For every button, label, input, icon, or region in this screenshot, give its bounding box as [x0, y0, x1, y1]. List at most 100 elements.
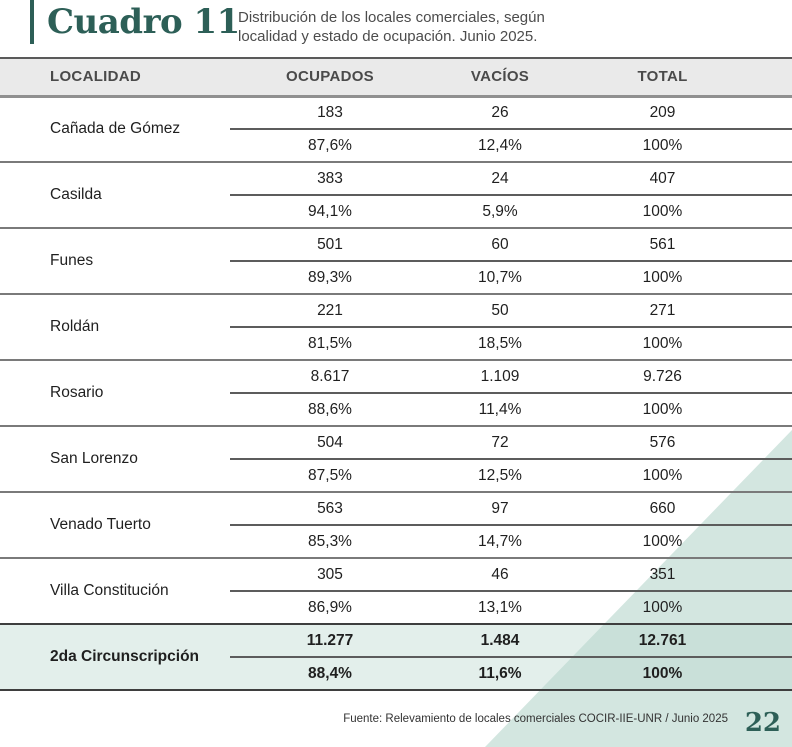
table-row-percentages: 86,9% 13,1% 100%: [0, 591, 792, 624]
spacer-cell: [755, 293, 792, 328]
locality-cell: Rosario: [0, 359, 230, 426]
table-row-percentages: 87,6% 12,4% 100%: [0, 129, 792, 162]
vacios-pct: 14,7%: [478, 532, 522, 550]
table-row-values: Rosario 8.617 1.109 9.726: [0, 359, 792, 426]
vacios-value: 26: [430, 95, 570, 130]
header-localidad: LOCALIDAD: [0, 57, 230, 98]
total-pct: 100%: [642, 268, 683, 286]
vacios-pct: 5,9%: [482, 202, 518, 220]
vacios-value: 1.109: [430, 359, 570, 394]
spacer-cell: [755, 459, 792, 492]
spacer-cell: [755, 195, 792, 228]
spacer-cell: [755, 327, 792, 360]
locality-cell: Villa Constitución: [0, 557, 230, 624]
vacios-pct: 12,5%: [478, 466, 522, 484]
locality-cell: Roldán: [0, 293, 230, 360]
vacios-value: 46: [430, 557, 570, 592]
spacer-cell: [755, 557, 792, 592]
spacer-cell: [755, 359, 792, 394]
locality-cell: 2da Circunscripción: [0, 623, 230, 691]
header-total: TOTAL: [570, 57, 755, 98]
ocupados-value: 8.617: [230, 359, 430, 394]
spacer-cell: [755, 591, 792, 624]
vacios-value: 1.484: [430, 623, 570, 658]
title-accent-bar: [30, 0, 34, 44]
ocupados-pct: 85,3%: [308, 532, 352, 550]
spacer-cell: [755, 261, 792, 294]
vacios-value: 24: [430, 161, 570, 196]
total-value: 660: [570, 491, 755, 526]
table-header-row: LOCALIDAD OCUPADOS VACÍOS TOTAL: [0, 57, 792, 98]
total-value: 561: [570, 227, 755, 262]
spacer-cell: [755, 657, 792, 691]
vacios-pct: 12,4%: [478, 136, 522, 154]
total-pct: 100%: [642, 334, 683, 352]
total-value: 407: [570, 161, 755, 196]
locality-cell: Cañada de Gómez: [0, 95, 230, 162]
locality-cell: Casilda: [0, 161, 230, 228]
ocupados-pct: 86,9%: [308, 598, 352, 616]
vacios-value: 50: [430, 293, 570, 328]
ocupados-pct: 88,4%: [230, 657, 430, 691]
locality-cell: San Lorenzo: [0, 425, 230, 492]
table-row-percentages: 94,1% 5,9% 100%: [0, 195, 792, 228]
spacer-cell: [755, 95, 792, 130]
ocupados-value: 183: [230, 95, 430, 130]
ocupados-pct: 89,3%: [308, 268, 352, 286]
table-caption: Distribución de los locales comerciales,…: [238, 8, 545, 46]
vacios-value: 97: [430, 491, 570, 526]
table-row-values: San Lorenzo 504 72 576: [0, 425, 792, 492]
total-pct: 100%: [642, 400, 683, 418]
total-value: 351: [570, 557, 755, 592]
vacios-value: 72: [430, 425, 570, 460]
ocupados-value: 383: [230, 161, 430, 196]
spacer-cell: [755, 161, 792, 196]
table-row-values: Funes 501 60 561: [0, 227, 792, 294]
locality-cell: Venado Tuerto: [0, 491, 230, 558]
ocupados-pct: 81,5%: [308, 334, 352, 352]
spacer-cell: [755, 525, 792, 558]
header-vacios: VACÍOS: [430, 57, 570, 98]
ocupados-pct: 88,6%: [308, 400, 352, 418]
table-row-values: Roldán 221 50 271: [0, 293, 792, 360]
total-pct: 100%: [642, 202, 683, 220]
spacer-cell: [755, 227, 792, 262]
page-title: Cuadro 11: [47, 2, 240, 42]
total-value: 576: [570, 425, 755, 460]
table-row-percentages: 87,5% 12,5% 100%: [0, 459, 792, 492]
table-row-percentages: 89,3% 10,7% 100%: [0, 261, 792, 294]
vacios-pct: 11,4%: [478, 400, 522, 418]
total-value: 12.761: [570, 623, 755, 658]
table-row-values: Venado Tuerto 563 97 660: [0, 491, 792, 558]
ocupados-value: 501: [230, 227, 430, 262]
header-spacer: [755, 57, 792, 98]
locality-cell: Funes: [0, 227, 230, 294]
page-number: 22: [744, 708, 781, 738]
total-value: 209: [570, 95, 755, 130]
table-row-percentages: 88,6% 11,4% 100%: [0, 393, 792, 426]
vacios-pct: 13,1%: [478, 598, 522, 616]
header-ocupados: OCUPADOS: [230, 57, 430, 98]
table-row-percentages: 88,4% 11,6% 100%: [0, 657, 792, 691]
ocupados-value: 11.277: [230, 623, 430, 658]
table-row-percentages: 81,5% 18,5% 100%: [0, 327, 792, 360]
total-pct: 100%: [642, 532, 683, 550]
ocupados-value: 305: [230, 557, 430, 592]
vacios-value: 60: [430, 227, 570, 262]
data-table: LOCALIDAD OCUPADOS VACÍOS TOTAL Cañada d…: [0, 57, 792, 691]
vacios-pct: 18,5%: [478, 334, 522, 352]
total-pct: 100%: [642, 598, 683, 616]
ocupados-value: 563: [230, 491, 430, 526]
spacer-cell: [755, 491, 792, 526]
vacios-pct: 10,7%: [478, 268, 522, 286]
table-row-percentages: 85,3% 14,7% 100%: [0, 525, 792, 558]
total-pct: 100%: [642, 466, 683, 484]
table-caption-line1: Distribución de los locales comerciales,…: [238, 9, 545, 26]
source-note: Fuente: Relevamiento de locales comercia…: [343, 713, 728, 725]
spacer-cell: [755, 393, 792, 426]
table-caption-line2: localidad y estado de ocupación. Junio 2…: [238, 28, 538, 45]
vacios-pct: 11,6%: [430, 657, 570, 691]
ocupados-value: 504: [230, 425, 430, 460]
spacer-cell: [755, 129, 792, 162]
